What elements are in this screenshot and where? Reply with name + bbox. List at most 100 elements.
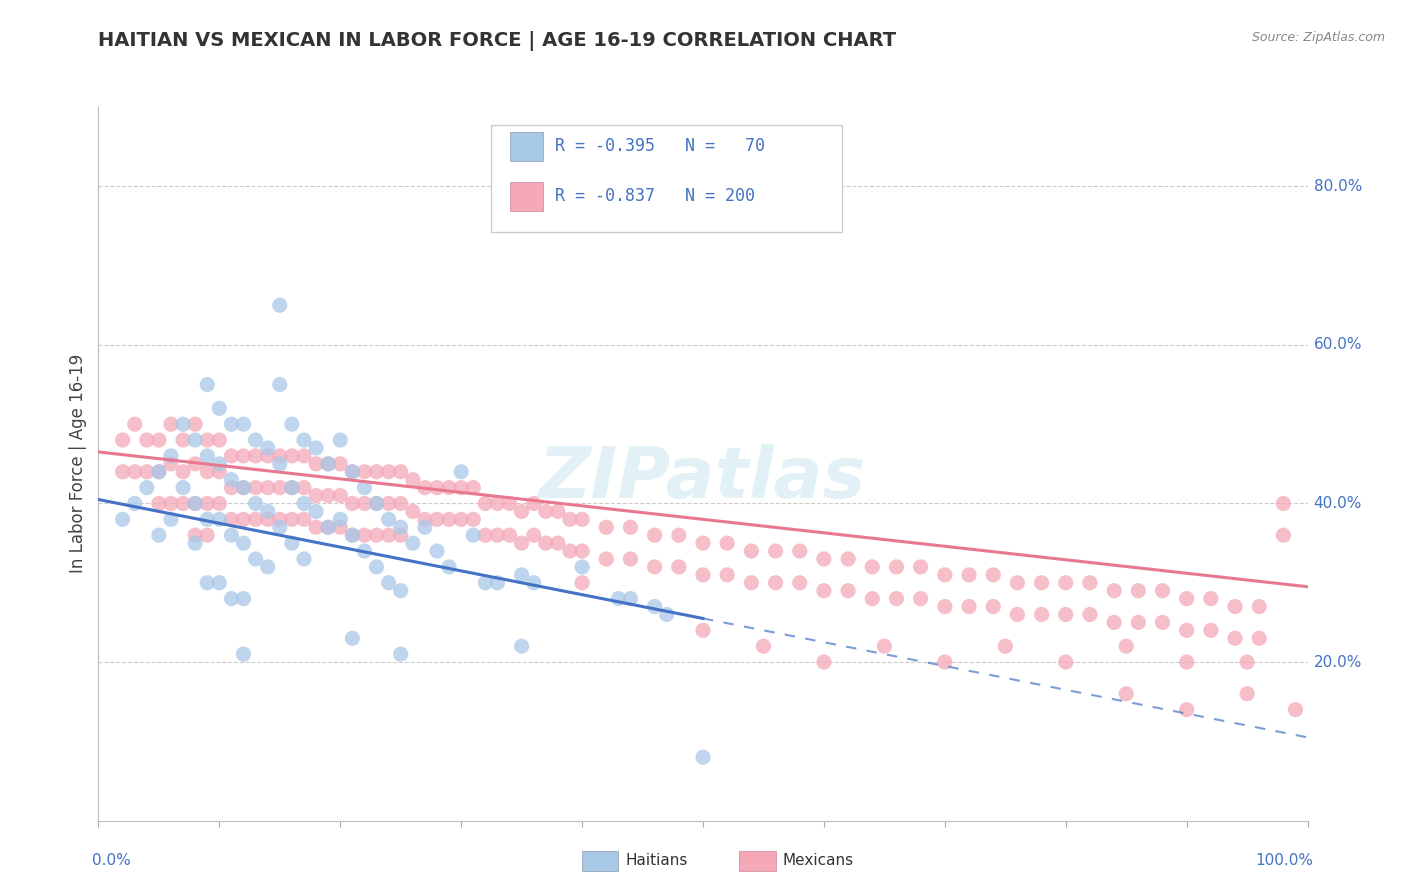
- Point: [160, 496, 183, 510]
- Point: [463, 481, 485, 495]
- Point: [523, 528, 546, 542]
- FancyBboxPatch shape: [509, 132, 543, 161]
- Point: [377, 465, 399, 479]
- Point: [195, 528, 218, 542]
- Point: [245, 552, 267, 566]
- Point: [474, 575, 496, 590]
- Point: [813, 583, 835, 598]
- Point: [934, 567, 956, 582]
- Point: [1031, 575, 1053, 590]
- Point: [329, 433, 352, 447]
- Point: [281, 536, 304, 550]
- Point: [269, 457, 291, 471]
- Point: [450, 481, 472, 495]
- Point: [172, 496, 194, 510]
- Point: [389, 528, 412, 542]
- FancyBboxPatch shape: [740, 851, 776, 871]
- Point: [437, 560, 460, 574]
- Point: [135, 465, 157, 479]
- Point: [886, 591, 908, 606]
- Point: [353, 481, 375, 495]
- Point: [402, 536, 425, 550]
- Point: [208, 512, 231, 526]
- Point: [873, 639, 896, 653]
- Point: [377, 528, 399, 542]
- Point: [1128, 615, 1150, 630]
- Point: [692, 536, 714, 550]
- Point: [148, 465, 170, 479]
- Point: [486, 575, 509, 590]
- Point: [644, 528, 666, 542]
- Text: 100.0%: 100.0%: [1256, 853, 1313, 868]
- Point: [148, 465, 170, 479]
- Point: [353, 528, 375, 542]
- Text: 20.0%: 20.0%: [1313, 655, 1362, 670]
- Point: [269, 449, 291, 463]
- Point: [1284, 703, 1306, 717]
- Point: [619, 520, 641, 534]
- Point: [619, 591, 641, 606]
- Text: Mexicans: Mexicans: [783, 853, 853, 868]
- Point: [813, 655, 835, 669]
- Point: [232, 417, 254, 432]
- Point: [534, 536, 557, 550]
- Point: [486, 496, 509, 510]
- Point: [765, 544, 787, 558]
- Point: [813, 552, 835, 566]
- Point: [402, 473, 425, 487]
- Point: [463, 512, 485, 526]
- Y-axis label: In Labor Force | Age 16-19: In Labor Force | Age 16-19: [69, 354, 87, 574]
- Point: [981, 567, 1004, 582]
- Point: [195, 433, 218, 447]
- Point: [256, 512, 278, 526]
- Point: [221, 417, 243, 432]
- Point: [1102, 583, 1125, 598]
- Point: [474, 528, 496, 542]
- Point: [269, 377, 291, 392]
- Point: [111, 465, 134, 479]
- Point: [232, 481, 254, 495]
- Point: [692, 624, 714, 638]
- Point: [353, 496, 375, 510]
- Point: [740, 575, 762, 590]
- Point: [644, 560, 666, 574]
- Point: [377, 496, 399, 510]
- Point: [1115, 639, 1137, 653]
- Point: [366, 528, 388, 542]
- Point: [292, 496, 315, 510]
- Point: [366, 560, 388, 574]
- Point: [1175, 703, 1198, 717]
- Point: [135, 433, 157, 447]
- Text: 80.0%: 80.0%: [1313, 178, 1362, 194]
- Point: [377, 512, 399, 526]
- Point: [426, 512, 449, 526]
- Point: [1236, 687, 1258, 701]
- Point: [269, 520, 291, 534]
- Point: [1223, 632, 1246, 646]
- Point: [377, 575, 399, 590]
- Point: [124, 496, 146, 510]
- Point: [305, 504, 328, 518]
- Point: [1236, 655, 1258, 669]
- Point: [1078, 607, 1101, 622]
- Point: [292, 449, 315, 463]
- Point: [184, 496, 207, 510]
- Point: [934, 655, 956, 669]
- Point: [305, 520, 328, 534]
- Point: [1199, 624, 1222, 638]
- Point: [256, 441, 278, 455]
- Point: [208, 401, 231, 416]
- Point: [366, 465, 388, 479]
- Text: 60.0%: 60.0%: [1313, 337, 1362, 352]
- Point: [510, 567, 533, 582]
- Point: [498, 528, 520, 542]
- Point: [957, 567, 980, 582]
- Point: [221, 591, 243, 606]
- Point: [305, 457, 328, 471]
- Point: [740, 544, 762, 558]
- Point: [765, 575, 787, 590]
- Point: [269, 512, 291, 526]
- Point: [292, 481, 315, 495]
- Text: ZIPatlas: ZIPatlas: [540, 443, 866, 513]
- Point: [571, 575, 593, 590]
